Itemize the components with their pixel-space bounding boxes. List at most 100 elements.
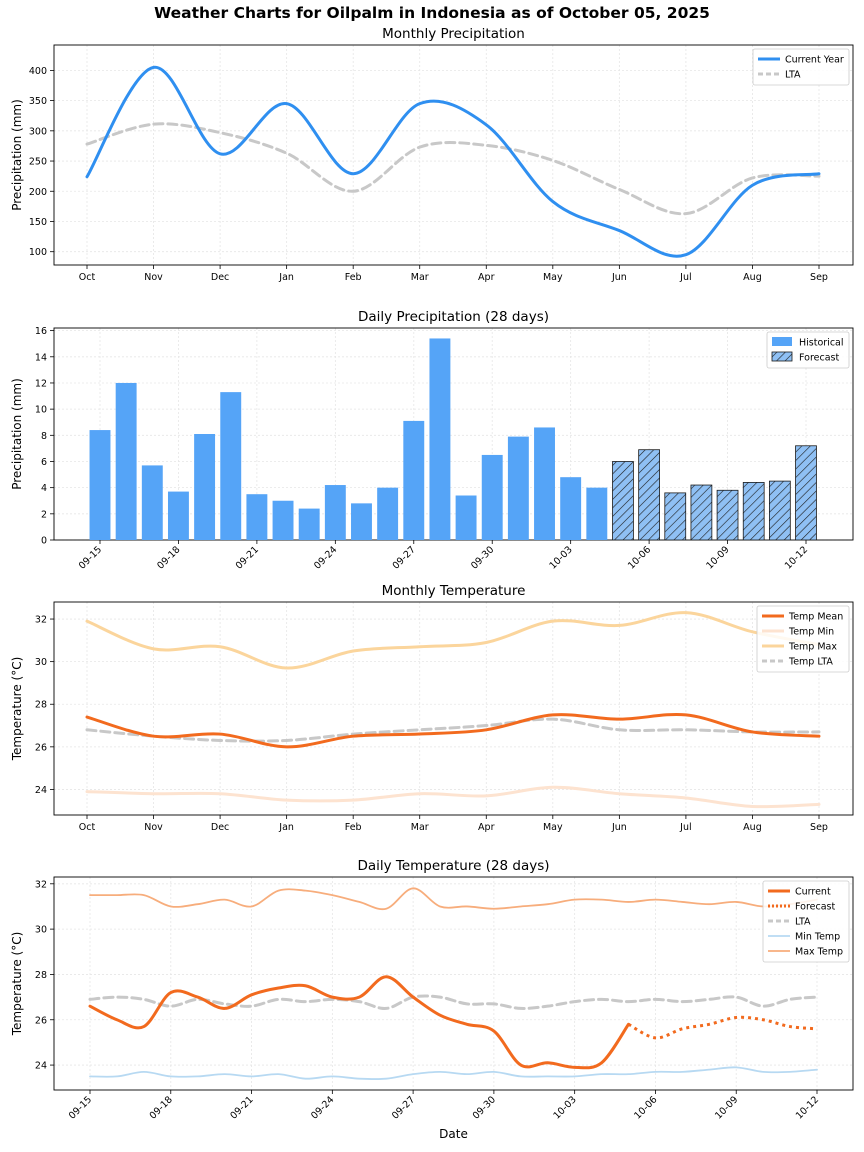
y-tick-label: 6 <box>41 457 47 468</box>
legend-label: Min Temp <box>795 932 840 943</box>
series-line-temp-min <box>85 785 821 809</box>
historical-bar <box>324 485 346 540</box>
historical-bar <box>534 427 555 540</box>
historical-bar <box>481 454 503 540</box>
y-tick-label: 200 <box>29 187 47 198</box>
x-tick-label: Jul <box>679 822 691 833</box>
x-tick-label: 09-24 <box>312 544 339 571</box>
series-line-current-year <box>85 65 821 258</box>
x-tick-label: Dec <box>211 272 229 283</box>
legend-frame <box>762 880 850 963</box>
x-tick-label: 09-30 <box>471 1094 498 1121</box>
axes-frame <box>53 44 854 266</box>
legend: Current Year LTA <box>752 48 850 86</box>
y-tick-label: 28 <box>35 700 47 711</box>
x-tick-label: 09-15 <box>77 544 104 571</box>
y-tick-label: 350 <box>29 96 47 107</box>
historical-bar <box>167 491 189 540</box>
x-tick-label: 09-30 <box>469 544 496 571</box>
historical-bar <box>351 503 372 540</box>
forecast-bar <box>795 445 817 541</box>
x-tick-label: 10-03 <box>547 544 574 571</box>
forecast-bar <box>690 484 713 541</box>
legend-label: Temp Min <box>788 627 834 638</box>
y-tick-label: 26 <box>35 742 47 753</box>
legend-label: Forecast <box>795 902 835 913</box>
x-tick-label: 09-15 <box>67 1094 94 1121</box>
x-tick-label: 10-03 <box>551 1094 578 1121</box>
x-tick-label: Feb <box>345 272 362 283</box>
y-tick-label: 30 <box>35 925 47 936</box>
x-tick-label: 09-24 <box>309 1094 336 1121</box>
y-axis-label: Precipitation (mm) <box>10 99 24 211</box>
historical-bar <box>560 477 582 540</box>
series-line-min-temp <box>89 1066 818 1081</box>
x-tick-label: Feb <box>345 822 362 833</box>
y-tick-label: 28 <box>35 970 47 981</box>
historical-bar <box>377 487 399 540</box>
forecast-bar <box>638 449 660 541</box>
y-tick-label: 14 <box>35 352 47 363</box>
y-tick-label: 30 <box>35 657 47 668</box>
series-line-lta <box>88 994 819 1010</box>
x-tick-label: Apr <box>478 272 495 283</box>
x-tick-label: Jun <box>611 822 627 833</box>
axes-frame <box>53 601 854 816</box>
y-tick-label: 24 <box>35 785 47 796</box>
x-tick-label: 10-09 <box>713 1094 740 1121</box>
legend-swatch <box>771 351 793 362</box>
x-tick-label: 09-27 <box>391 544 418 571</box>
x-tick-label: May <box>543 822 563 833</box>
historical-bar <box>89 430 111 540</box>
legend-swatch <box>772 337 792 346</box>
forecast-bar <box>612 461 634 541</box>
x-tick-label: 10-12 <box>783 544 810 571</box>
x-tick-label: 09-21 <box>228 1094 255 1121</box>
y-tick-label: 4 <box>41 483 47 494</box>
forecast-bar <box>742 482 765 541</box>
historical-bar <box>403 420 425 540</box>
historical-bar <box>220 392 242 540</box>
y-tick-label: 10 <box>35 405 47 416</box>
legend-label: Temp LTA <box>788 657 833 668</box>
y-tick-label: 150 <box>29 217 47 228</box>
x-tick-label: Jul <box>679 272 691 283</box>
legend-frame <box>756 605 850 673</box>
legend-label: Temp Max <box>788 642 837 653</box>
panel-monthly_temp: 24 26 28 30 32 Oct Nov Dec Jan Feb Mar Apr May Jun Jul… <box>10 583 854 833</box>
panel-title: Monthly Precipitation <box>382 26 525 42</box>
series-line-temp-mean <box>85 712 821 749</box>
y-axis-label: Temperature (°C) <box>10 657 24 762</box>
figure-title: Weather Charts for Oilpalm in Indonesia … <box>154 4 710 22</box>
x-tick-label: Oct <box>79 272 96 283</box>
legend-label: Current Year <box>785 55 844 66</box>
legend: Historical Forecast <box>766 331 850 369</box>
panel-daily_temp: 24 26 28 30 32 09-15 09-18 09-21 09-24 09-27 09-30… <box>10 858 854 1141</box>
y-tick-label: 16 <box>35 326 47 337</box>
series-line-max-temp <box>89 887 818 911</box>
y-tick-label: 26 <box>35 1015 47 1026</box>
legend-label: LTA <box>795 917 811 928</box>
x-tick-label: Nov <box>144 272 163 283</box>
y-tick-label: 250 <box>29 157 47 168</box>
x-tick-label: Apr <box>478 822 495 833</box>
x-tick-label: 09-18 <box>148 1094 175 1121</box>
historical-bar <box>429 338 451 540</box>
y-tick-label: 400 <box>29 66 47 77</box>
x-tick-label: 10-12 <box>794 1094 821 1121</box>
panel-title: Monthly Temperature <box>382 583 526 599</box>
series-line-temp-max <box>85 611 821 670</box>
legend-label: Max Temp <box>795 947 843 958</box>
x-tick-label: Aug <box>743 272 762 283</box>
x-tick-label: 10-06 <box>632 1094 659 1121</box>
x-tick-label: 09-21 <box>234 544 261 571</box>
x-tick-label: Jan <box>278 272 294 283</box>
y-tick-label: 100 <box>29 247 47 258</box>
series-line-current <box>88 975 631 1070</box>
x-tick-label: Oct <box>79 822 96 833</box>
y-axis-label: Temperature (°C) <box>10 932 24 1037</box>
forecast-bar <box>768 480 791 541</box>
x-tick-label: 10-06 <box>626 544 653 571</box>
x-tick-label: Aug <box>743 822 762 833</box>
panel-monthly_precip: 100 150 200 250 300 350 400 Oct Nov Dec Jan Feb Mar A… <box>10 26 854 283</box>
